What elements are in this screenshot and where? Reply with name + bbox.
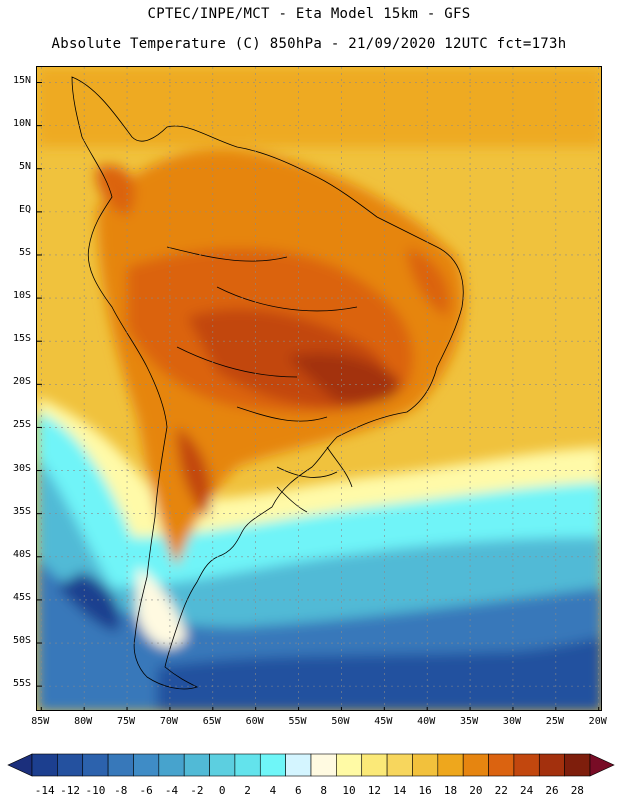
lat-label: 25S [12, 419, 31, 431]
lat-label: 10N [12, 117, 31, 129]
colorbar-swatch [538, 753, 565, 777]
colorbar-label: 14 [393, 784, 407, 797]
colorbar-swatch [488, 753, 515, 777]
colorbar-label: -12 [60, 784, 80, 797]
colorbar-label: -8 [114, 784, 128, 797]
colorbar-swatch [437, 753, 464, 777]
lon-label: 75W [117, 716, 136, 727]
colorbar-label: -10 [85, 784, 106, 797]
lat-label: 10S [12, 290, 31, 302]
colorbar-label: -6 [139, 784, 153, 797]
lat-label: 5N [18, 160, 31, 172]
colorbar-label: 6 [295, 784, 302, 797]
colorbar-swatch [133, 753, 160, 777]
colorbar-swatch [259, 753, 286, 777]
colorbar-swatch [412, 753, 439, 777]
lat-label: 35S [12, 505, 31, 517]
colorbar-label: 4 [269, 784, 277, 797]
colorbar-label: 24 [519, 784, 534, 797]
lat-label: 5S [18, 246, 31, 258]
colorbar-swatch [564, 753, 591, 777]
colorbar-swatch [158, 753, 185, 777]
lon-label: 85W [31, 716, 50, 727]
lat-label: 50S [12, 635, 31, 647]
colorbar-over-arrow [589, 753, 615, 777]
lon-label: 70W [159, 716, 178, 727]
lon-label: 50W [331, 716, 350, 727]
colorbar-swatch [82, 753, 109, 777]
colorbar-label: 20 [469, 784, 483, 797]
colorbar-label: 2 [244, 784, 251, 797]
colorbar-label: 22 [494, 784, 508, 797]
coastline-borders [71, 76, 464, 690]
colorbar-label: -14 [34, 784, 55, 797]
temperature-field-map[interactable] [37, 67, 602, 711]
colorbar-swatch [57, 753, 84, 777]
lon-label: 25W [545, 716, 564, 727]
colorbar-swatch [183, 753, 210, 777]
lat-label: 45S [12, 591, 31, 603]
lon-label: 80W [74, 716, 93, 727]
lat-label: EQ [18, 203, 31, 215]
axis-ticks [37, 82, 600, 710]
colorbar-swatch [310, 753, 337, 777]
title-line-2: Absolute Temperature (C) 850hPa - 21/09/… [51, 36, 567, 52]
colorbar-label: 26 [545, 784, 559, 797]
temperature-field [37, 67, 601, 710]
lat-label: 20S [12, 376, 31, 388]
lon-label: 65W [202, 716, 221, 727]
colorbar-swatch [234, 753, 261, 777]
colorbar-swatch [107, 753, 134, 777]
colorbar-label: 18 [443, 784, 458, 797]
lat-lon-gridlines [37, 67, 601, 710]
colorbar-swatch [462, 753, 489, 777]
lat-label: 55S [12, 678, 31, 690]
colorbar-label: 10 [342, 784, 356, 797]
colorbar-swatch [386, 753, 413, 777]
colorbar-swatch [361, 753, 388, 777]
colorbar-swatch [31, 753, 58, 777]
colorbar-label: 16 [418, 784, 432, 797]
lat-label: 15S [12, 333, 31, 345]
title-line-1: CPTEC/INPE/MCT - Eta Model 15km - GFS [147, 6, 471, 22]
colorbar-under-arrow [7, 753, 33, 777]
colorbar-swatch [209, 753, 236, 777]
colorbar-swatch [336, 753, 363, 777]
temperature-colorbar [7, 753, 615, 777]
lat-label: 40S [12, 548, 31, 560]
lon-label: 55W [288, 716, 307, 727]
lon-label: 40W [417, 716, 436, 727]
lon-label: 20W [588, 716, 607, 727]
lon-label: 60W [245, 716, 264, 727]
lat-label: 30S [12, 462, 31, 474]
colorbar-label: 0 [218, 784, 226, 797]
colorbar-label: -2 [190, 784, 204, 797]
colorbar-swatch [285, 753, 312, 777]
lon-label: 45W [374, 716, 393, 727]
colorbar-label: 8 [320, 784, 327, 797]
map-panel[interactable] [36, 66, 602, 711]
lat-label: 15N [12, 74, 31, 86]
colorbar-label: 28 [570, 784, 584, 797]
lon-label: 35W [460, 716, 479, 727]
colorbar-label: 12 [367, 784, 382, 797]
colorbar-swatch [513, 753, 540, 777]
colorbar-label: -4 [164, 784, 179, 797]
lon-label: 30W [502, 716, 521, 727]
